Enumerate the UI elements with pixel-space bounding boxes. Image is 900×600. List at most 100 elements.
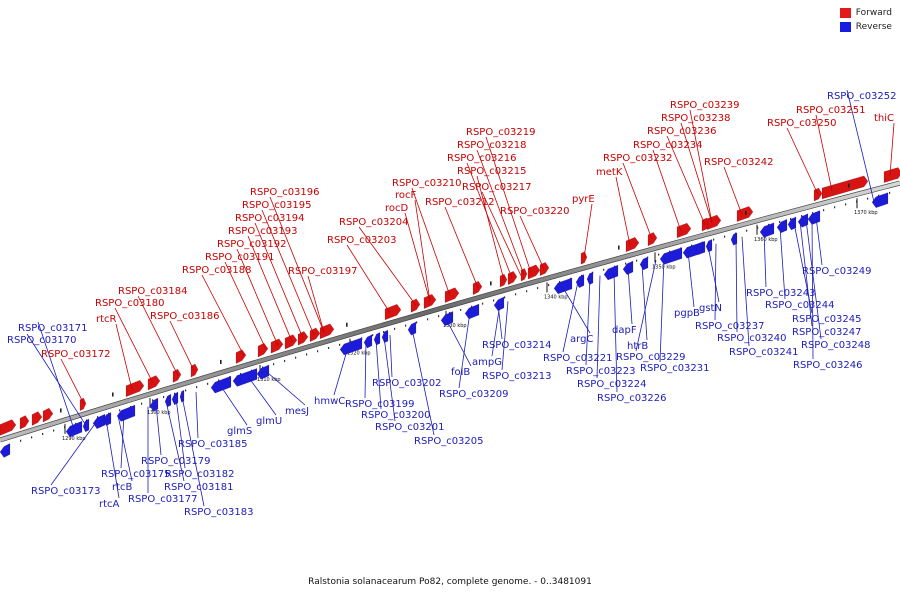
forward-gene-label[interactable]: RSPO_c03180: [95, 298, 165, 309]
forward-gene-label[interactable]: thiC: [874, 113, 894, 124]
forward-gene[interactable]: [42, 407, 54, 423]
reverse-gene-label[interactable]: glmS: [227, 426, 252, 437]
forward-gene-label[interactable]: RSPO_c03217: [462, 182, 532, 193]
forward-gene[interactable]: [472, 280, 483, 296]
forward-gene-label[interactable]: RSPO_c03194: [235, 213, 305, 224]
forward-gene[interactable]: [423, 293, 437, 310]
reverse-gene[interactable]: [363, 334, 373, 349]
reverse-gene-label[interactable]: RSPO_c03223: [566, 366, 636, 377]
reverse-gene-label[interactable]: RSPO_c03170: [7, 335, 77, 346]
forward-gene-label[interactable]: RSPO_c03210: [392, 178, 462, 189]
forward-gene[interactable]: [813, 187, 823, 202]
forward-gene[interactable]: [647, 232, 658, 247]
reverse-gene[interactable]: [759, 222, 775, 238]
forward-gene[interactable]: [706, 214, 722, 231]
forward-gene-label[interactable]: RSPO_c03196: [250, 187, 320, 198]
reverse-gene-label[interactable]: RSPO_c03231: [640, 363, 710, 374]
reverse-gene[interactable]: [493, 296, 505, 312]
forward-gene[interactable]: [527, 264, 541, 280]
reverse-gene-label[interactable]: RSPO_c03177: [128, 494, 198, 505]
reverse-gene-label[interactable]: RSPO_c03202: [372, 378, 442, 389]
forward-gene-label[interactable]: RSPO_c03186: [150, 311, 220, 322]
forward-gene-label[interactable]: RSPO_c03184: [118, 286, 188, 297]
forward-gene-label[interactable]: rtcR: [96, 314, 117, 325]
reverse-gene-label[interactable]: RSPO_c03237: [695, 321, 765, 332]
reverse-gene-label[interactable]: RSPO_c03205: [414, 436, 484, 447]
reverse-gene[interactable]: [807, 210, 821, 225]
reverse-gene-label[interactable]: RSPO_c03243: [746, 288, 816, 299]
reverse-gene[interactable]: [92, 413, 106, 430]
reverse-gene[interactable]: [730, 232, 738, 246]
reverse-gene-label[interactable]: RSPO_c03199: [345, 399, 415, 410]
reverse-gene[interactable]: [695, 241, 703, 256]
forward-gene-label[interactable]: RSPO_c03172: [41, 349, 111, 360]
reverse-gene-label[interactable]: RSPO_c03182: [165, 469, 235, 480]
reverse-gene-label[interactable]: RSPO_c03209: [439, 389, 509, 400]
reverse-gene[interactable]: [787, 216, 797, 231]
forward-gene[interactable]: [319, 323, 335, 340]
reverse-gene-label[interactable]: RSPO_c03247: [792, 327, 862, 338]
forward-gene[interactable]: [676, 222, 692, 239]
reverse-gene[interactable]: [373, 331, 381, 346]
forward-gene[interactable]: [384, 304, 402, 321]
reverse-gene[interactable]: [871, 192, 889, 209]
reverse-gene-label[interactable]: rtcB: [112, 482, 133, 493]
reverse-gene[interactable]: [440, 311, 454, 327]
reverse-gene[interactable]: [339, 337, 363, 356]
forward-gene-label[interactable]: RSPO_c03251: [796, 105, 866, 116]
reverse-gene[interactable]: [102, 411, 112, 427]
forward-gene[interactable]: [580, 251, 588, 265]
forward-gene-label[interactable]: RSPO_c03219: [466, 127, 536, 138]
reverse-gene[interactable]: [464, 303, 480, 320]
forward-gene-label[interactable]: RSPO_c03195: [242, 200, 312, 211]
forward-gene[interactable]: [883, 167, 900, 184]
reverse-gene[interactable]: [82, 418, 90, 433]
reverse-gene-label[interactable]: mesJ: [285, 406, 309, 417]
forward-gene-label[interactable]: rocD: [385, 203, 409, 214]
reverse-gene-label[interactable]: gstN: [699, 303, 722, 314]
forward-gene[interactable]: [257, 342, 269, 358]
reverse-gene[interactable]: [705, 238, 713, 253]
forward-gene[interactable]: [147, 375, 161, 391]
forward-gene[interactable]: [625, 236, 640, 253]
forward-gene-label[interactable]: RSPO_c03218: [457, 140, 527, 151]
forward-gene[interactable]: [79, 397, 87, 412]
reverse-gene-label[interactable]: RSPO_c03245: [792, 314, 862, 325]
forward-gene[interactable]: [235, 349, 247, 365]
forward-gene-label[interactable]: RSPO_c03193: [228, 226, 298, 237]
reverse-gene-label[interactable]: hmwC: [314, 396, 345, 407]
reverse-gene[interactable]: [232, 368, 258, 387]
reverse-gene-label[interactable]: glmU: [256, 416, 282, 427]
forward-gene-label[interactable]: RSPO_c03220: [500, 206, 570, 217]
legend-reverse[interactable]: Reverse: [839, 22, 892, 32]
forward-gene-label[interactable]: RSPO_c03188: [182, 265, 252, 276]
reverse-gene-label[interactable]: RSPO_c03185: [178, 439, 248, 450]
reverse-gene-label[interactable]: RSPO_c03201: [375, 422, 445, 433]
reverse-gene[interactable]: [659, 247, 683, 265]
reverse-gene-label[interactable]: RSPO_c03213: [482, 371, 552, 382]
reverse-gene-label[interactable]: RSPO_c03175: [101, 469, 171, 480]
reverse-gene-label[interactable]: ampG: [472, 357, 502, 368]
forward-gene[interactable]: [172, 368, 182, 383]
reverse-gene-label[interactable]: pgpB: [674, 308, 700, 319]
forward-gene[interactable]: [444, 287, 460, 304]
forward-gene[interactable]: [284, 334, 298, 350]
forward-gene-label[interactable]: RSPO_c03239: [670, 100, 740, 111]
legend-forward[interactable]: Forward: [839, 8, 892, 18]
forward-gene-label[interactable]: RSPO_c03234: [633, 140, 703, 151]
reverse-gene-label[interactable]: RSPO_c03240: [717, 333, 787, 344]
reverse-gene-label[interactable]: RSPO_c03179: [141, 456, 211, 467]
reverse-gene[interactable]: [171, 391, 179, 406]
reverse-gene-label[interactable]: RSPO_c03229: [616, 352, 686, 363]
reverse-gene[interactable]: [65, 420, 83, 438]
reverse-gene-label[interactable]: argC: [570, 334, 593, 345]
forward-gene-label[interactable]: RSPO_c03203: [327, 235, 397, 246]
reverse-gene-label[interactable]: RSPO_c03221: [543, 353, 613, 364]
forward-gene-label[interactable]: RSPO_c03191: [205, 252, 275, 263]
reverse-gene-label[interactable]: RSPO_c03224: [577, 379, 647, 390]
reverse-gene-label[interactable]: htrB: [627, 341, 648, 352]
forward-gene[interactable]: [499, 273, 508, 288]
reverse-gene-label[interactable]: RSPO_c03241: [729, 347, 799, 358]
forward-gene-label[interactable]: RSPO_c03192: [217, 239, 287, 250]
reverse-gene[interactable]: [164, 393, 172, 408]
